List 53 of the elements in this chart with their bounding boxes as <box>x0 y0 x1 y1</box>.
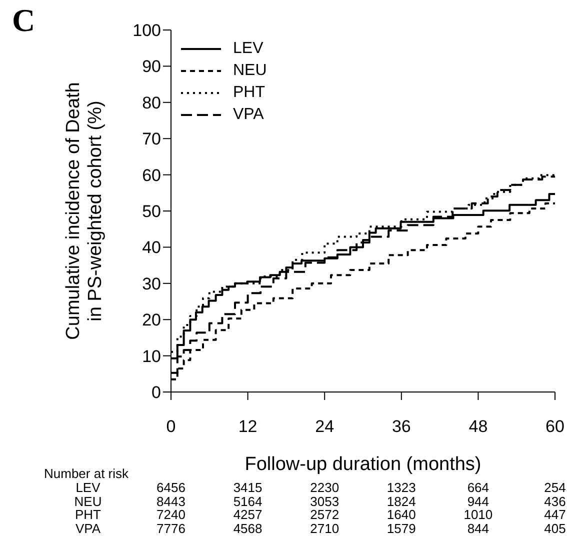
text: 3415 <box>232 480 264 495</box>
text: 436 <box>543 494 567 508</box>
text: LEV <box>74 480 102 495</box>
y-tick-label: 50 <box>142 202 161 222</box>
text: Number at risk <box>44 466 129 481</box>
text: 4568 <box>232 520 264 536</box>
y-tick-label: 20 <box>142 310 161 330</box>
text: PHT <box>74 507 102 522</box>
text: 2572 <box>309 507 340 522</box>
text: 2710 <box>309 520 340 536</box>
y-tick-label: 10 <box>142 346 161 366</box>
text: 4257 <box>232 507 264 522</box>
text: 1323 <box>386 480 417 495</box>
legend-label: NEU <box>233 62 267 80</box>
y-tick-label: 70 <box>142 130 161 149</box>
x-tick-label: 36 <box>392 417 411 436</box>
x-tick-label: 24 <box>315 417 334 436</box>
text: 405 <box>543 520 567 536</box>
text: 6456 <box>156 480 186 495</box>
text: 3053 <box>309 494 340 508</box>
y-tick-label: 80 <box>142 93 161 112</box>
text: 664 <box>466 480 490 495</box>
text: 7776 <box>156 520 186 536</box>
text: 1010 <box>462 507 494 522</box>
text: 254 <box>543 480 567 495</box>
text: 8443 <box>156 494 186 508</box>
x-tick-label: 12 <box>238 417 258 436</box>
x-tick-label: 48 <box>468 417 488 436</box>
text: 7240 <box>156 507 186 522</box>
x-axis-title: Follow-up duration (months) <box>244 454 482 475</box>
text: 1579 <box>386 520 417 536</box>
y-tick-label: 100 <box>132 21 161 40</box>
legend-label: VPA <box>233 106 264 124</box>
text: VPA <box>74 520 102 536</box>
text: 2230 <box>309 480 340 495</box>
text: NEU <box>73 494 103 508</box>
y-tick-label: 30 <box>142 274 161 294</box>
text: 1640 <box>386 507 417 522</box>
text: 5164 <box>232 494 264 508</box>
legend-label: LEV <box>233 40 264 58</box>
legend-label: PHT <box>233 84 265 102</box>
y-tick-label: 40 <box>142 238 161 258</box>
text: 844 <box>466 520 490 536</box>
y-tick-label: 60 <box>142 166 161 185</box>
y-tick-label: 90 <box>142 57 161 76</box>
y-tick-label: 0 <box>152 383 161 402</box>
text: 1824 <box>386 494 417 508</box>
text: 447 <box>543 507 567 522</box>
text: C <box>12 2 36 39</box>
x-tick-label: 60 <box>546 417 564 436</box>
x-tick-label: 0 <box>166 417 176 436</box>
text: 944 <box>466 494 490 508</box>
y-axis-title: Cumulative incidence of Death in PS-weighted cohort (%) <box>63 82 106 340</box>
